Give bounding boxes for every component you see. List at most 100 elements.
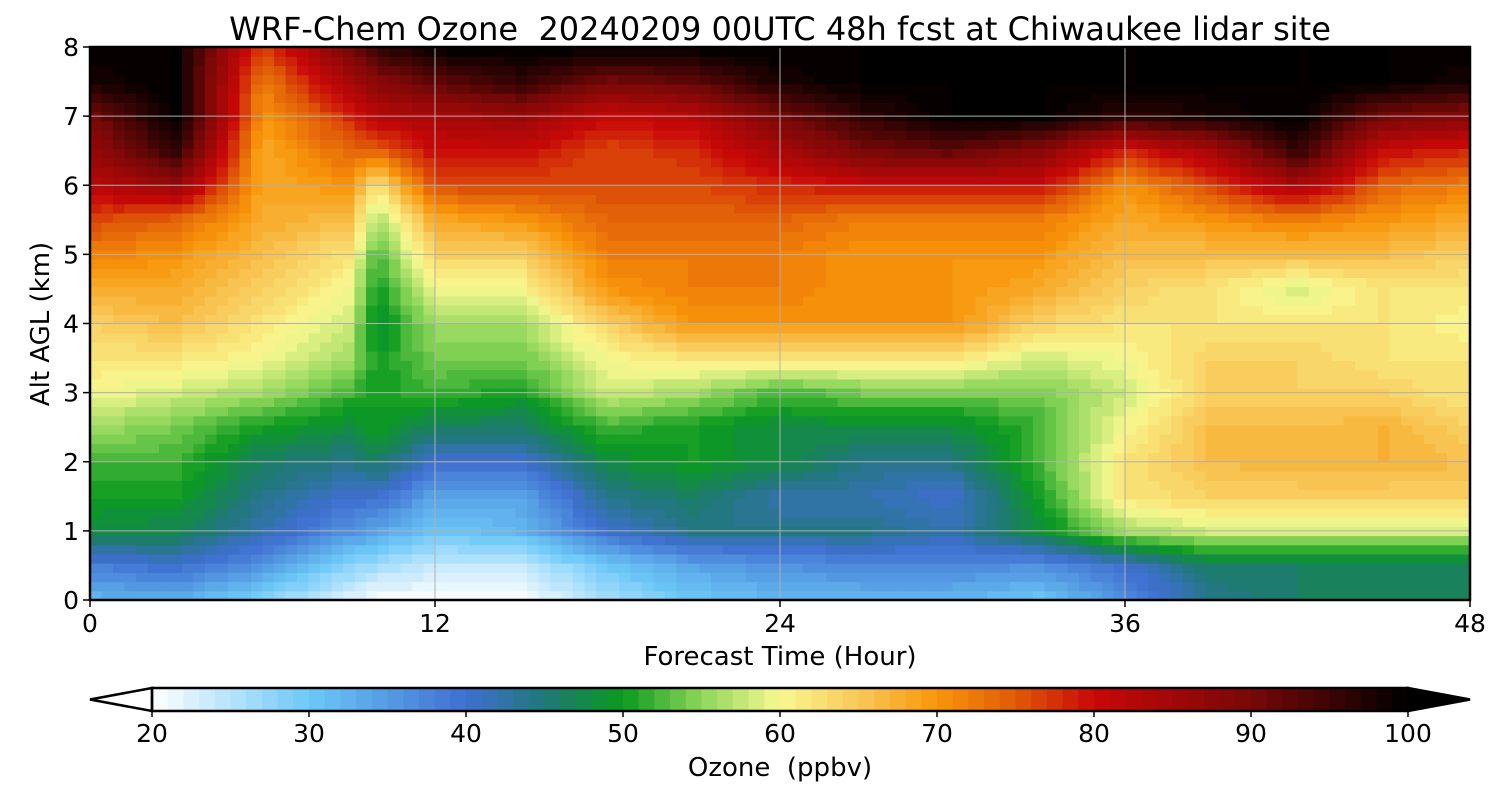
heatmap-cell: [1332, 240, 1345, 251]
heatmap-cell: [1240, 517, 1253, 527]
heatmap-cell: [1171, 415, 1184, 426]
heatmap-cell: [1182, 258, 1195, 269]
heatmap-cell: [1412, 406, 1425, 417]
heatmap-cell: [1217, 452, 1230, 463]
heatmap-cell: [1102, 341, 1115, 352]
heatmap-cell: [193, 305, 206, 315]
heatmap-cell: [952, 553, 965, 564]
heatmap-cell: [239, 305, 252, 315]
heatmap-cell: [975, 452, 988, 463]
heatmap-cell: [101, 305, 114, 315]
heatmap-cell: [584, 461, 597, 472]
heatmap-cell: [1274, 323, 1287, 334]
heatmap-cell: [251, 295, 264, 306]
heatmap-cell: [216, 240, 229, 251]
heatmap-cell: [216, 581, 229, 592]
heatmap-cell: [1182, 231, 1195, 242]
heatmap-cell: [722, 507, 735, 518]
heatmap-cell: [1297, 332, 1310, 343]
heatmap-cell: [113, 470, 126, 481]
heatmap-cell: [607, 480, 620, 490]
heatmap-cell: [906, 258, 919, 269]
heatmap-cell: [435, 498, 448, 509]
heatmap-cell: [124, 507, 137, 518]
heatmap-cell: [1148, 341, 1161, 352]
heatmap-cell: [366, 572, 379, 583]
heatmap-cell: [1228, 397, 1241, 408]
heatmap-cell: [1228, 231, 1241, 242]
heatmap-cell: [895, 351, 908, 361]
heatmap-cell: [1113, 572, 1126, 583]
heatmap-cell: [734, 295, 747, 306]
heatmap-cell: [814, 240, 827, 251]
heatmap-cell: [343, 452, 356, 463]
heatmap-cell: [1412, 489, 1425, 500]
heatmap-cell: [987, 553, 1000, 564]
heatmap-cell: [182, 553, 195, 564]
heatmap-cell: [998, 406, 1011, 417]
heatmap-cell: [906, 480, 919, 490]
heatmap-cell: [1343, 517, 1356, 527]
heatmap-cell: [803, 572, 816, 583]
heatmap-cell: [1424, 590, 1437, 600]
heatmap-cell: [1113, 222, 1126, 232]
heatmap-cell: [504, 212, 517, 223]
heatmap-cell: [929, 332, 942, 343]
heatmap-cell: [274, 258, 287, 269]
heatmap-cell: [90, 517, 103, 527]
heatmap-cell: [1056, 470, 1069, 481]
heatmap-cell: [331, 590, 344, 600]
heatmap-cell: [1067, 397, 1080, 408]
heatmap-cell: [1067, 544, 1080, 555]
heatmap-cell: [274, 535, 287, 546]
heatmap-cell: [239, 351, 252, 361]
heatmap-cell: [745, 415, 758, 426]
heatmap-cell: [1309, 480, 1322, 490]
heatmap-cell: [216, 378, 229, 389]
heatmap-cell: [1274, 314, 1287, 325]
heatmap-cell: [1148, 563, 1161, 573]
heatmap-cell: [630, 507, 643, 518]
heatmap-cell: [688, 563, 701, 573]
heatmap-cell: [768, 581, 781, 592]
heatmap-cell: [481, 360, 494, 371]
heatmap-cell: [1424, 305, 1437, 315]
heatmap-cell: [757, 563, 770, 573]
heatmap-cell: [1228, 572, 1241, 583]
heatmap-cell: [182, 544, 195, 555]
heatmap-cell: [216, 341, 229, 352]
heatmap-cell: [665, 314, 678, 325]
heatmap-cell: [1309, 295, 1322, 306]
heatmap-cell: [1113, 360, 1126, 371]
heatmap-cell: [1447, 305, 1460, 315]
heatmap-cell: [941, 360, 954, 371]
heatmap-cell: [860, 212, 873, 223]
heatmap-cell: [308, 258, 321, 269]
heatmap-cell: [354, 581, 367, 592]
heatmap-cell: [1401, 489, 1414, 500]
heatmap-cell: [1309, 424, 1322, 435]
heatmap-cell: [975, 231, 988, 242]
heatmap-cell: [941, 553, 954, 564]
heatmap-cell: [975, 470, 988, 481]
heatmap-cell: [205, 231, 218, 242]
heatmap-cell: [1251, 470, 1264, 481]
heatmap-cell: [1378, 360, 1391, 371]
heatmap-cell: [665, 544, 678, 555]
heatmap-cell: [1090, 498, 1103, 509]
heatmap-cell: [826, 341, 839, 352]
heatmap-cell: [274, 424, 287, 435]
heatmap-cell: [297, 470, 310, 481]
heatmap-cell: [1251, 517, 1264, 527]
heatmap-cell: [90, 286, 103, 297]
heatmap-cell: [630, 434, 643, 444]
heatmap-cell: [239, 341, 252, 352]
heatmap-cell: [354, 424, 367, 435]
heatmap-cell: [550, 369, 563, 380]
heatmap-cell: [860, 415, 873, 426]
heatmap-cell: [527, 406, 540, 417]
heatmap-cell: [1021, 581, 1034, 592]
heatmap-cell: [952, 415, 965, 426]
heatmap-cell: [366, 535, 379, 546]
heatmap-cell: [343, 212, 356, 223]
